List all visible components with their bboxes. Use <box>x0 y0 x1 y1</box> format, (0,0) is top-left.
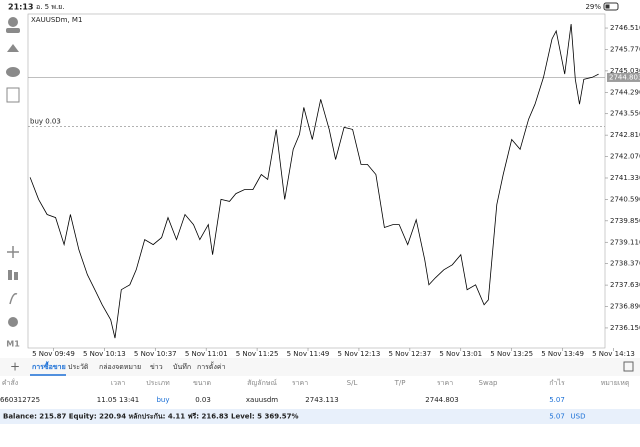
x-tick-label: 5 Nov 11:25 <box>236 350 279 358</box>
y-tick-label: 2745.770 <box>610 45 640 53</box>
trade-icon[interactable] <box>7 44 19 52</box>
x-tick-label: 5 Nov 10:37 <box>134 350 177 358</box>
order-line-label: buy 0.03 <box>30 117 61 125</box>
function-icon[interactable] <box>9 292 18 305</box>
table-cell[interactable]: 0.03 <box>195 396 211 404</box>
column-header: Swap <box>479 379 498 387</box>
column-header: เวลา <box>111 379 126 387</box>
table-cell[interactable]: 2744.803 <box>425 396 458 404</box>
x-tick-label: 5 Nov 10:13 <box>83 350 126 358</box>
tab[interactable]: การซื้อขาย <box>32 360 66 371</box>
table-cell[interactable]: buy <box>156 396 169 404</box>
tab[interactable]: บันทึก <box>173 362 191 371</box>
x-tick-label: 5 Nov 13:49 <box>541 350 584 358</box>
column-header: หมายเหตุ <box>601 379 630 387</box>
total-profit: 5.07 <box>549 413 565 421</box>
x-tick-label: 5 Nov 11:01 <box>185 350 228 358</box>
timeframe-button[interactable]: M1 <box>6 340 20 349</box>
y-tick-label: 2739.850 <box>610 217 640 225</box>
y-tick-label: 2742.070 <box>610 153 640 161</box>
y-tick-label: 2743.550 <box>610 110 640 118</box>
x-tick-label: 5 Nov 11:49 <box>287 350 330 358</box>
table-cell[interactable]: 2743.113 <box>305 396 338 404</box>
x-tick-label: 5 Nov 13:01 <box>439 350 482 358</box>
table-cell[interactable]: xauusdm <box>246 396 278 404</box>
column-header: T/P <box>394 379 406 387</box>
crosshair-icon[interactable] <box>7 246 19 258</box>
chat-icon[interactable] <box>6 67 20 77</box>
account-icon-body[interactable] <box>6 28 20 33</box>
y-tick-label: 2738.370 <box>610 260 640 268</box>
tabs: การซื้อขาย ประวัติ กล่องจดหมาย ข่าว บันทึก กา… <box>30 360 226 376</box>
x-tick-label: 5 Nov 13:25 <box>490 350 533 358</box>
column-header: ประเภท <box>146 379 170 387</box>
y-tick-label: 2742.810 <box>610 131 640 139</box>
tab-bar <box>0 358 640 376</box>
plot: 2746.510 2745.770 2745.030 2744.290 2743.550… <box>28 23 640 358</box>
y-tick-label: 2745.030 <box>610 67 640 75</box>
price-label-box <box>607 72 640 82</box>
y-tick-label: 2740.590 <box>610 195 640 203</box>
battery-icon <box>603 2 619 11</box>
account-summary: Balance: 215.87 Equity: 220.94 หลักประกั… <box>3 413 298 421</box>
y-tick-label: 2741.330 <box>610 174 640 182</box>
y-tick-label: 2746.510 <box>610 24 640 32</box>
layout-button[interactable] <box>623 361 634 372</box>
indicator-icon-2[interactable] <box>14 272 18 280</box>
table-cell[interactable]: 11.05 13:41 <box>97 396 139 404</box>
y-tick-label: 2739.110 <box>610 238 640 246</box>
summary-band <box>0 409 640 424</box>
objects-icon[interactable] <box>8 317 18 327</box>
positions-table: คำสั่ง เวลา ประเภท ขนาด สัญลักษณ์ ราคา S/L T/P ร… <box>0 378 630 404</box>
currency: USD <box>571 413 586 421</box>
tab[interactable]: กล่องจดหมาย <box>99 363 141 371</box>
table-cell[interactable]: 5.07 <box>549 396 565 404</box>
column-header: กำไร <box>549 378 565 387</box>
date: อ. 5 พ.ย. <box>36 3 65 11</box>
left-toolbar <box>6 17 20 327</box>
price-line-series <box>29 23 599 339</box>
tab[interactable]: การตั้งค่า <box>197 360 226 371</box>
chart-title: XAUUSDm, M1 <box>31 16 82 24</box>
tab[interactable]: ประวัติ <box>68 363 89 371</box>
y-tick-label: 2737.630 <box>610 281 640 289</box>
battery-fill <box>605 4 610 9</box>
y-tick-label: 2744.290 <box>610 88 640 96</box>
x-tick-label: 5 Nov 12:37 <box>388 350 431 358</box>
column-header: ราคา <box>292 379 308 387</box>
column-header: S/L <box>347 379 358 387</box>
add-button[interactable]: + <box>10 360 20 374</box>
chart-frame <box>27 13 606 349</box>
x-tick-label: 5 Nov 09:49 <box>32 350 75 358</box>
clock: 21:13 <box>8 3 33 12</box>
x-tick-label: 5 Nov 12:13 <box>338 350 381 358</box>
column-header: คำสั่ง <box>2 378 18 387</box>
y-tick-label: 2736.150 <box>610 324 640 332</box>
table-cell[interactable]: 660312725 <box>0 396 40 404</box>
indicator-icon[interactable] <box>8 270 12 280</box>
column-header: สัญลักษณ์ <box>247 379 277 387</box>
price-label: 2744.803 <box>609 73 640 81</box>
new-order-icon[interactable] <box>6 87 20 103</box>
column-header: ขนาด <box>193 379 211 387</box>
account-icon[interactable] <box>8 17 18 27</box>
y-tick-label: 2736.890 <box>610 303 640 311</box>
x-tick-label: 5 Nov 14:13 <box>592 350 635 358</box>
battery-level: 29% <box>585 3 601 11</box>
tab[interactable]: ข่าว <box>150 363 163 371</box>
column-header: ราคา <box>437 379 453 387</box>
